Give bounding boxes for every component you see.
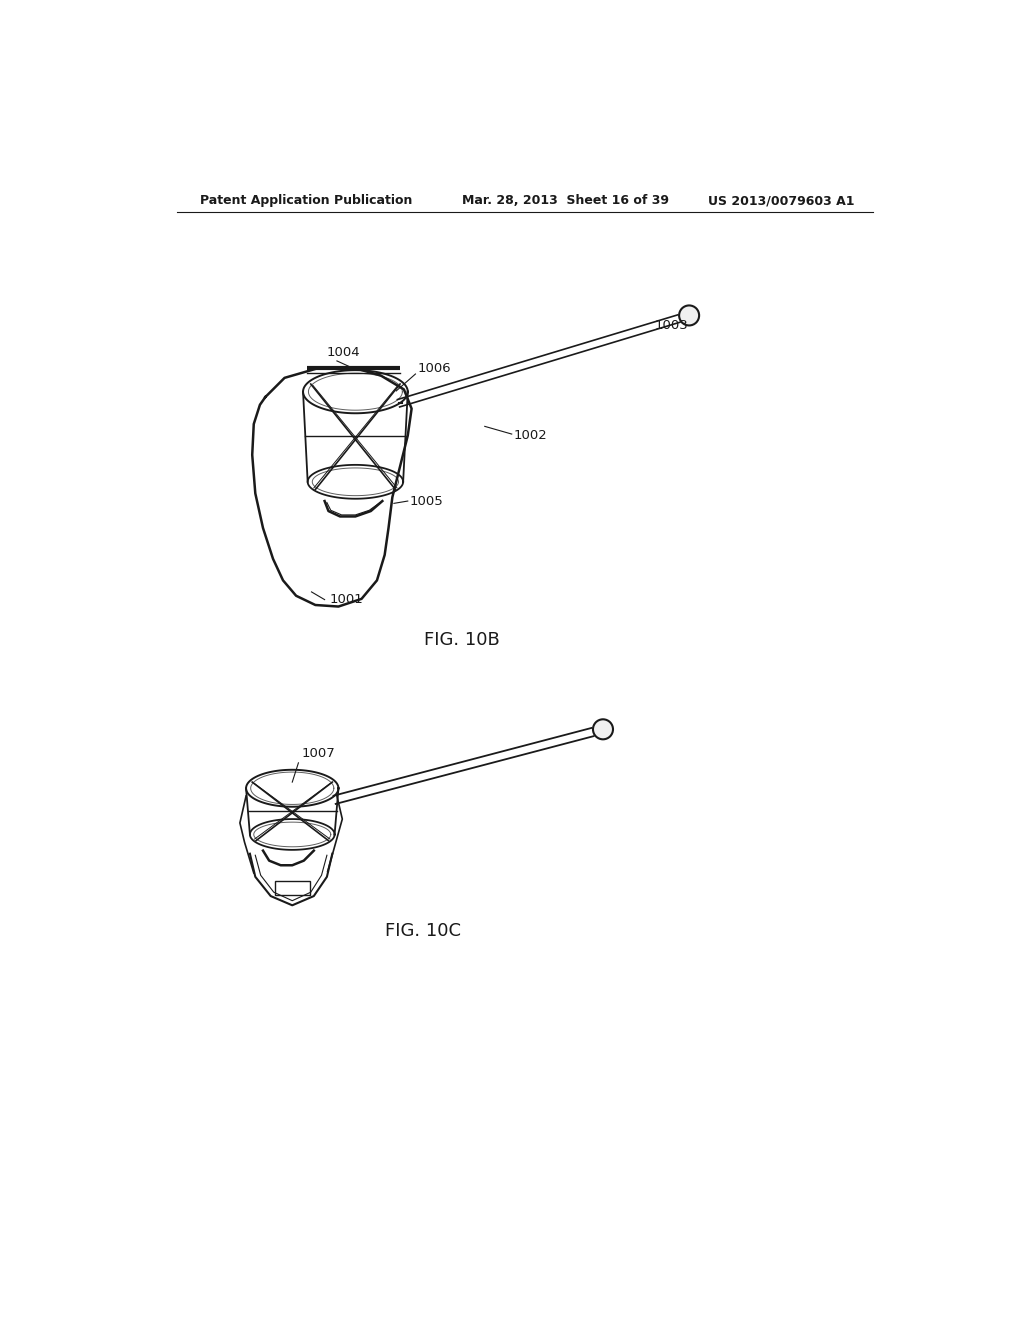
Text: Mar. 28, 2013  Sheet 16 of 39: Mar. 28, 2013 Sheet 16 of 39	[462, 194, 669, 207]
Text: US 2013/0079603 A1: US 2013/0079603 A1	[708, 194, 854, 207]
Text: 1006: 1006	[418, 362, 452, 375]
Text: FIG. 10B: FIG. 10B	[424, 631, 500, 649]
Text: Patent Application Publication: Patent Application Publication	[200, 194, 413, 207]
Text: FIG. 10C: FIG. 10C	[385, 923, 461, 940]
Text: 1004: 1004	[327, 346, 360, 359]
Text: 1003: 1003	[654, 319, 688, 333]
Circle shape	[593, 719, 613, 739]
Text: 1001: 1001	[330, 594, 362, 606]
Circle shape	[679, 305, 699, 326]
Bar	[275, 880, 310, 895]
Text: 1007: 1007	[301, 747, 335, 760]
Text: 1005: 1005	[410, 495, 443, 508]
Text: 1002: 1002	[514, 429, 548, 442]
